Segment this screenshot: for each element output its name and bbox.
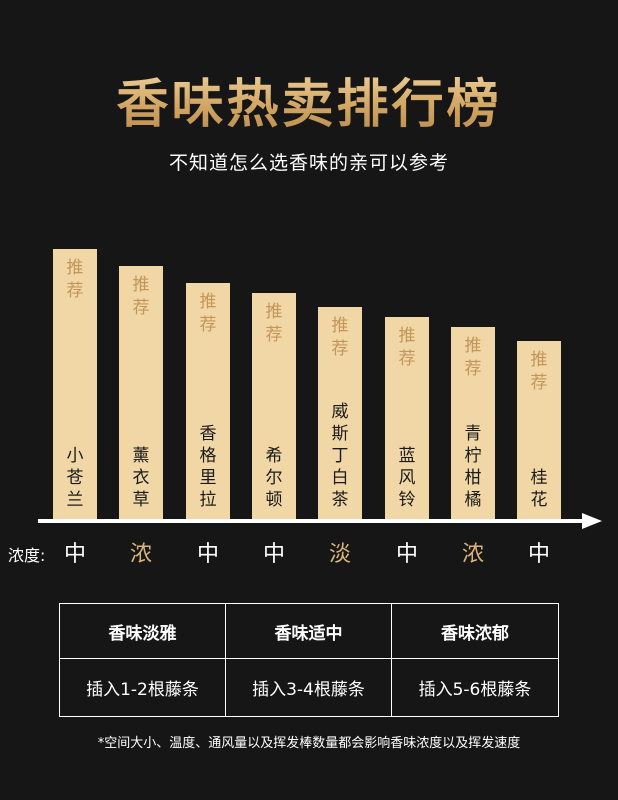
bar-recommend-label: 推 荐 xyxy=(199,292,217,335)
page-subtitle: 不知道怎么选香味的亲可以参考 xyxy=(168,152,449,174)
bar-scent-name: 蓝 风 铃 xyxy=(398,446,416,510)
bar: 推 荐青 柠 柑 橘 xyxy=(451,327,495,521)
bar-recommend-label: 推 荐 xyxy=(66,258,84,301)
concentration-value: 浓 xyxy=(129,542,152,567)
bar-scent-name: 桂 花 xyxy=(530,468,548,510)
bar-recommend-label: 推 荐 xyxy=(398,326,416,369)
bar-scent-name: 薰 衣 草 xyxy=(132,446,150,510)
concentration-value: 中 xyxy=(262,542,285,567)
bar: 推 荐蓝 风 铃 xyxy=(385,317,429,521)
axis-line xyxy=(38,519,586,523)
table-cell-strong: 插入5-6根藤条 xyxy=(418,680,532,700)
table-header-strong: 香味浓郁 xyxy=(392,604,558,659)
concentration-value: 浓 xyxy=(461,542,484,567)
concentration-value: 淡 xyxy=(328,542,351,567)
bar-scent-name: 威 斯 丁 白 茶 xyxy=(331,402,349,510)
table-cell-medium: 插入3-4根藤条 xyxy=(226,659,392,716)
bar-recommend-label: 推 荐 xyxy=(464,336,482,379)
bar: 推 荐威 斯 丁 白 茶 xyxy=(318,307,362,521)
bar-recommend-label: 推 荐 xyxy=(331,316,349,359)
concentration-value: 中 xyxy=(527,542,550,567)
bar-scent-name: 希 尔 顿 xyxy=(265,446,283,510)
bar-recommend-label: 推 荐 xyxy=(265,302,283,345)
ranking-chart: 推 荐小 苍 兰推 荐薰 衣 草推 荐香 格 里 拉推 荐希 尔 顿推 荐威 斯… xyxy=(53,249,561,521)
concentration-label: 浓度: xyxy=(8,546,46,565)
table-header-medium: 香味适中 xyxy=(226,604,392,659)
concentration-value: 中 xyxy=(63,542,86,567)
table-cell-light: 插入1-2根藤条 xyxy=(60,659,226,716)
bar: 推 荐薰 衣 草 xyxy=(119,266,163,521)
bar: 推 荐香 格 里 拉 xyxy=(186,283,230,521)
bar: 推 荐希 尔 顿 xyxy=(252,293,296,521)
bar-recommend-label: 推 荐 xyxy=(132,275,150,318)
bar: 推 荐小 苍 兰 xyxy=(53,249,97,521)
axis-arrow-icon xyxy=(582,513,602,529)
bar-recommend-label: 推 荐 xyxy=(530,350,548,393)
table-header-light: 香味淡雅 xyxy=(60,604,226,659)
footnote: *空间大小、温度、通风量以及挥发棒数量都会影响香味浓度以及挥发速度 xyxy=(97,736,521,751)
bar: 推 荐桂 花 xyxy=(517,341,561,521)
bar-scent-name: 青 柠 柑 橘 xyxy=(464,424,482,510)
page-title: 香味热卖排行榜 xyxy=(0,62,618,137)
concentration-value: 中 xyxy=(196,542,219,567)
usage-table: 香味淡雅 香味适中 香味浓郁 插入1-2根藤条 插入3-4根藤条 插入5-6根藤… xyxy=(59,603,559,717)
concentration-value: 中 xyxy=(395,542,418,567)
bar-scent-name: 小 苍 兰 xyxy=(66,446,84,510)
bar-scent-name: 香 格 里 拉 xyxy=(199,424,217,510)
